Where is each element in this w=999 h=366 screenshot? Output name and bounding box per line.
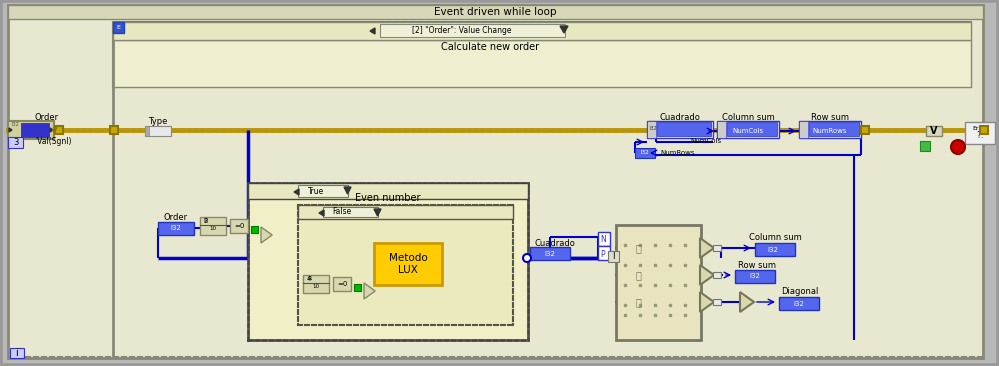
Text: =0: =0 bbox=[234, 223, 244, 229]
FancyBboxPatch shape bbox=[861, 126, 869, 134]
FancyBboxPatch shape bbox=[374, 243, 442, 285]
Text: Even number: Even number bbox=[356, 193, 421, 203]
Text: True: True bbox=[308, 187, 324, 195]
Polygon shape bbox=[700, 238, 714, 258]
FancyBboxPatch shape bbox=[727, 122, 777, 136]
Text: NumRows: NumRows bbox=[660, 150, 694, 156]
Polygon shape bbox=[560, 26, 568, 33]
FancyBboxPatch shape bbox=[113, 22, 124, 33]
FancyBboxPatch shape bbox=[200, 217, 226, 235]
FancyBboxPatch shape bbox=[298, 205, 513, 325]
Text: Event driven while loop: Event driven while loop bbox=[434, 7, 556, 17]
Polygon shape bbox=[374, 209, 381, 216]
FancyBboxPatch shape bbox=[21, 123, 49, 137]
FancyBboxPatch shape bbox=[717, 121, 726, 138]
Polygon shape bbox=[261, 227, 272, 243]
FancyBboxPatch shape bbox=[10, 348, 24, 358]
Text: I32: I32 bbox=[749, 273, 760, 280]
Text: I32: I32 bbox=[171, 225, 182, 232]
Text: Row sum: Row sum bbox=[811, 113, 849, 123]
FancyBboxPatch shape bbox=[113, 22, 971, 40]
FancyBboxPatch shape bbox=[735, 270, 775, 283]
FancyBboxPatch shape bbox=[298, 185, 348, 197]
Text: 3: 3 bbox=[13, 138, 18, 147]
Text: 4: 4 bbox=[307, 276, 312, 282]
FancyBboxPatch shape bbox=[158, 222, 194, 235]
Text: Row sum: Row sum bbox=[738, 261, 776, 269]
Text: I32: I32 bbox=[767, 246, 778, 253]
Text: 田: 田 bbox=[635, 243, 641, 253]
Text: i: i bbox=[16, 348, 18, 358]
FancyBboxPatch shape bbox=[598, 246, 610, 260]
Text: N: N bbox=[600, 235, 605, 244]
Text: NumRows: NumRows bbox=[813, 128, 847, 134]
FancyBboxPatch shape bbox=[926, 126, 942, 136]
Text: I32: I32 bbox=[640, 150, 649, 156]
Text: Calculate new order: Calculate new order bbox=[441, 42, 539, 52]
Text: V: V bbox=[930, 126, 938, 136]
Text: I32: I32 bbox=[793, 300, 804, 306]
Polygon shape bbox=[740, 292, 754, 312]
Text: 回: 回 bbox=[635, 297, 641, 307]
Text: R: R bbox=[204, 219, 208, 224]
FancyBboxPatch shape bbox=[755, 243, 795, 256]
FancyBboxPatch shape bbox=[647, 121, 656, 138]
FancyBboxPatch shape bbox=[713, 299, 721, 305]
FancyBboxPatch shape bbox=[380, 24, 565, 37]
FancyBboxPatch shape bbox=[980, 126, 988, 134]
FancyBboxPatch shape bbox=[647, 121, 713, 138]
Text: Order: Order bbox=[164, 213, 188, 223]
Text: 'Val(Sgnl): 'Val(Sgnl) bbox=[35, 138, 72, 146]
Polygon shape bbox=[700, 265, 714, 285]
Text: 目: 目 bbox=[635, 270, 641, 280]
FancyBboxPatch shape bbox=[298, 205, 513, 219]
FancyBboxPatch shape bbox=[113, 40, 971, 87]
FancyBboxPatch shape bbox=[635, 148, 655, 158]
FancyBboxPatch shape bbox=[965, 122, 995, 144]
FancyBboxPatch shape bbox=[55, 126, 63, 134]
FancyBboxPatch shape bbox=[779, 297, 819, 310]
Text: R: R bbox=[307, 276, 311, 281]
Text: NumCols: NumCols bbox=[690, 138, 721, 144]
FancyBboxPatch shape bbox=[799, 121, 808, 138]
FancyBboxPatch shape bbox=[616, 225, 701, 340]
Text: False: False bbox=[333, 208, 352, 217]
FancyBboxPatch shape bbox=[713, 245, 721, 251]
Text: 2: 2 bbox=[204, 218, 209, 224]
FancyBboxPatch shape bbox=[717, 121, 779, 138]
Text: P: P bbox=[600, 250, 605, 259]
FancyBboxPatch shape bbox=[230, 219, 248, 233]
Text: NumCols: NumCols bbox=[732, 128, 763, 134]
Text: I: I bbox=[612, 252, 614, 261]
Polygon shape bbox=[53, 126, 57, 134]
Circle shape bbox=[523, 254, 531, 262]
Text: ?!: ?! bbox=[976, 131, 984, 141]
FancyBboxPatch shape bbox=[8, 121, 54, 139]
FancyBboxPatch shape bbox=[920, 141, 930, 151]
FancyBboxPatch shape bbox=[809, 122, 859, 136]
Polygon shape bbox=[344, 187, 351, 194]
Text: I32: I32 bbox=[649, 127, 657, 131]
FancyBboxPatch shape bbox=[8, 5, 983, 19]
Polygon shape bbox=[9, 128, 12, 132]
FancyBboxPatch shape bbox=[145, 126, 149, 136]
FancyBboxPatch shape bbox=[113, 22, 971, 87]
FancyBboxPatch shape bbox=[598, 232, 610, 246]
Polygon shape bbox=[50, 128, 53, 132]
Text: Error: Error bbox=[972, 126, 988, 131]
Text: I32: I32 bbox=[11, 122, 19, 127]
Text: Diagonal: Diagonal bbox=[781, 288, 819, 296]
FancyBboxPatch shape bbox=[323, 207, 378, 217]
Text: =0: =0 bbox=[337, 281, 348, 287]
Polygon shape bbox=[319, 210, 324, 216]
FancyBboxPatch shape bbox=[8, 137, 23, 148]
FancyBboxPatch shape bbox=[145, 126, 171, 136]
Text: Column sum: Column sum bbox=[748, 234, 801, 243]
Text: I32: I32 bbox=[544, 250, 555, 257]
FancyBboxPatch shape bbox=[110, 126, 118, 134]
Text: Type: Type bbox=[148, 117, 168, 127]
Polygon shape bbox=[294, 189, 299, 195]
FancyBboxPatch shape bbox=[713, 272, 721, 278]
FancyBboxPatch shape bbox=[248, 183, 528, 340]
